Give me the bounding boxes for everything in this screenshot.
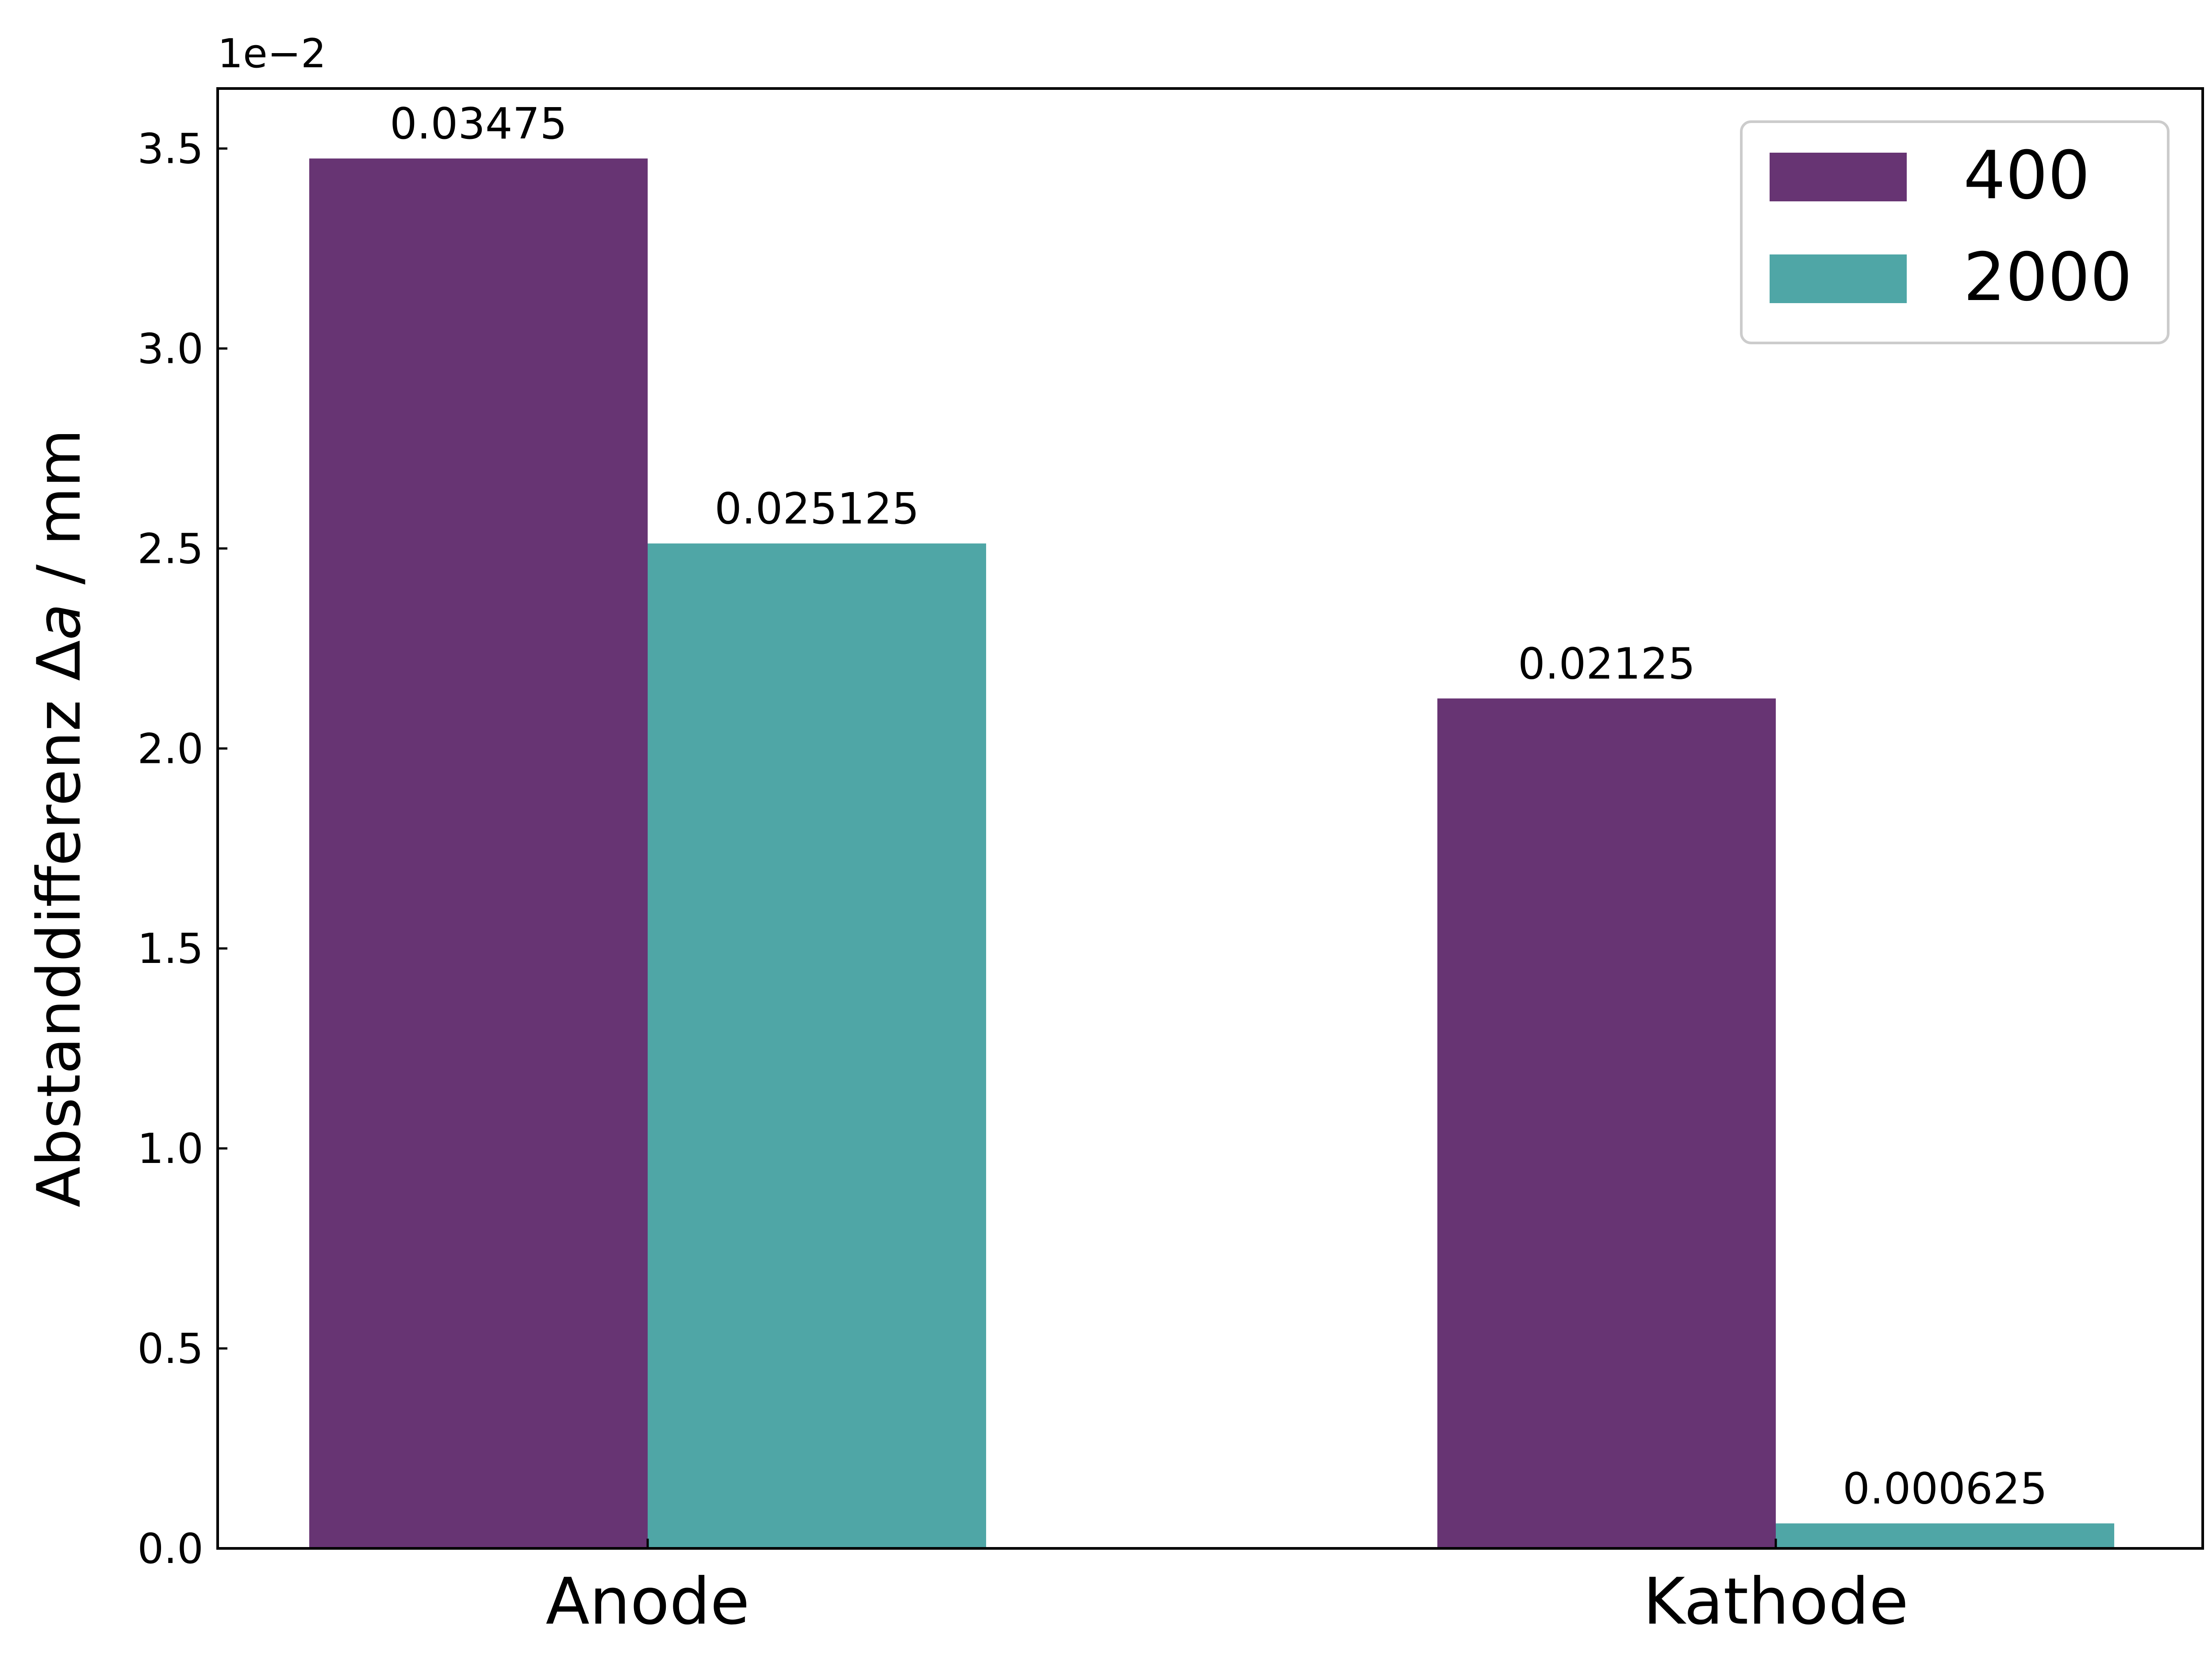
- y-tick-label: 2.0: [138, 725, 204, 773]
- bar-value-labels: 0.03475 0.02125 0.025125 0.000625: [390, 99, 2047, 1513]
- value-label-anode-2000: 0.025125: [714, 484, 919, 534]
- y-tick-label: 1.0: [138, 1125, 204, 1173]
- x-tick-label-kathode: Kathode: [1643, 1564, 1909, 1639]
- legend: 400 2000: [1740, 120, 2170, 344]
- x-ticks: Anode Kathode: [545, 1539, 1909, 1639]
- plot-frame: [216, 87, 2204, 1550]
- y-tick-label: 0.0: [138, 1525, 204, 1573]
- value-label-kathode-2000: 0.000625: [1843, 1464, 2047, 1514]
- x-tick-label-anode: Anode: [545, 1564, 749, 1639]
- y-axis-label: Abstanddifferenz Δa / mm: [24, 429, 94, 1208]
- legend-swatch-2000: [1770, 254, 1907, 303]
- bar-anode-400: [309, 158, 648, 1549]
- y-ticks: 0.0 0.5 1.0 1.5 2.0 2.5 3.0 3.5: [138, 125, 227, 1573]
- legend-swatch-400: [1770, 153, 1907, 201]
- legend-label-2000: 2000: [1963, 239, 2132, 316]
- bar-kathode-2000: [1776, 1523, 2114, 1548]
- y-offset-label: 1e−2: [218, 31, 326, 77]
- y-tick-label: 0.5: [138, 1325, 204, 1373]
- bars-layer: [309, 158, 2114, 1549]
- bar-anode-2000: [648, 543, 986, 1548]
- bar-kathode-400: [1437, 698, 1776, 1548]
- legend-label-400: 400: [1963, 137, 2090, 214]
- y-tick-label: 2.5: [138, 525, 204, 573]
- value-label-anode-400: 0.03475: [390, 99, 567, 149]
- y-tick-label: 1.5: [138, 925, 204, 973]
- y-tick-label: 3.0: [138, 325, 204, 373]
- value-label-kathode-400: 0.02125: [1518, 639, 1695, 689]
- y-tick-label: 3.5: [138, 125, 204, 173]
- axes-layer: [216, 87, 2204, 1550]
